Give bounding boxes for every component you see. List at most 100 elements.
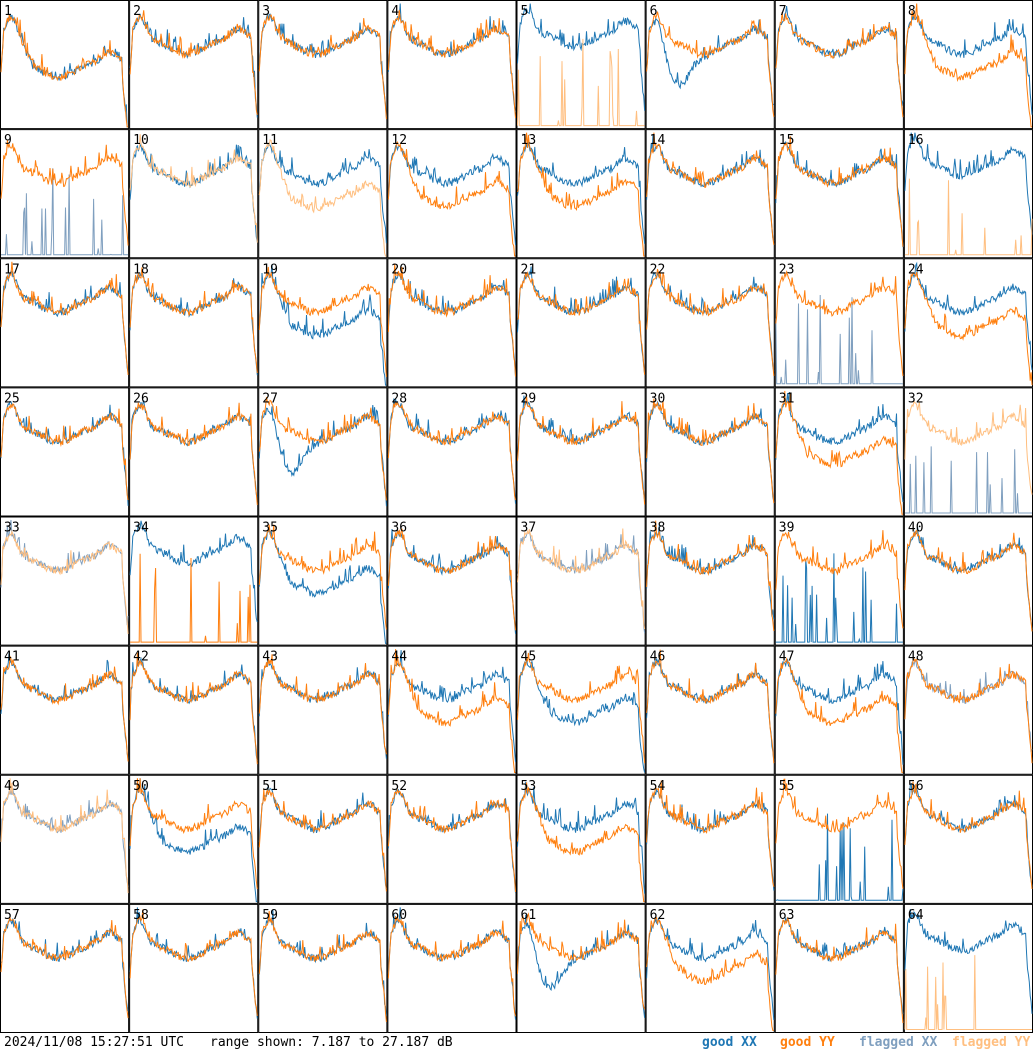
panel-label: 56 — [908, 779, 924, 794]
panel-frame — [516, 516, 646, 646]
series-flagged-xx-9 — [1, 168, 129, 256]
spectrum-panel-18: 18 — [129, 258, 259, 388]
series-good-xx-19 — [258, 264, 387, 386]
series-good-yy-44 — [387, 649, 516, 773]
series-good-xx-64 — [904, 909, 1033, 1014]
panel-frame — [258, 903, 388, 1033]
series-good-yy-24 — [904, 271, 1033, 386]
series-good-yy-41 — [0, 656, 129, 762]
spectrum-panel-5: 5 — [516, 0, 646, 130]
panel-frame — [387, 258, 517, 388]
spectrum-panel-17: 17 — [0, 258, 130, 388]
panel-label: 47 — [779, 650, 795, 665]
series-flagged-xx-23 — [775, 294, 903, 385]
series-good-xx-54 — [646, 788, 775, 891]
panel-frame — [645, 0, 775, 130]
series-good-xx-16 — [904, 132, 1033, 235]
series-good-xx-46 — [646, 658, 775, 761]
spectrum-panel-10: 10 — [129, 129, 259, 259]
spectrum-panel-64: 64 — [903, 903, 1033, 1033]
series-flagged-xx-48 — [904, 658, 1033, 752]
series-good-yy-7 — [775, 12, 904, 118]
spectrum-panel-63: 63 — [774, 903, 904, 1033]
spectrum-panel-56: 56 — [903, 774, 1033, 904]
panel-frame — [129, 774, 259, 904]
series-good-yy-45 — [517, 652, 646, 764]
range-label: range shown: 7.187 to 27.187 dB — [210, 1035, 453, 1050]
series-good-xx-50 — [129, 778, 258, 903]
panel-label: 6 — [650, 4, 658, 19]
series-good-yy-21 — [517, 270, 646, 375]
series-flagged-yy-37 — [517, 528, 646, 630]
spectrum-panel-13: 13 — [516, 129, 646, 259]
series-good-yy-63 — [775, 916, 904, 1024]
spectrum-panel-33: 33 — [0, 516, 130, 646]
panel-label: 2 — [133, 4, 141, 19]
series-good-yy-20 — [387, 264, 516, 377]
panel-frame — [0, 645, 130, 775]
panel-label: 48 — [908, 650, 924, 665]
series-good-yy-29 — [517, 396, 646, 505]
series-good-xx-61 — [517, 914, 646, 1018]
legend-flagged-yy: flagged YY — [952, 1035, 1031, 1050]
panel-label: 23 — [779, 262, 795, 277]
series-good-yy-9 — [0, 140, 129, 246]
panel-frame — [258, 774, 388, 904]
panel-label: 45 — [521, 650, 537, 665]
panel-label: 38 — [650, 521, 666, 536]
panel-frame — [774, 129, 904, 259]
spectrum-panel-26: 26 — [129, 387, 259, 517]
spectrum-panel-61: 61 — [516, 903, 646, 1033]
series-good-yy-26 — [129, 402, 258, 506]
panel-label: 29 — [521, 391, 537, 406]
panel-frame — [387, 516, 517, 646]
series-good-yy-40 — [904, 529, 1033, 632]
spectrum-panel-41: 41 — [0, 645, 130, 775]
spectrum-panel-58: 58 — [129, 903, 259, 1033]
panel-frame — [645, 645, 775, 775]
panel-frame — [516, 645, 646, 775]
series-good-yy-53 — [517, 782, 645, 903]
panel-label: 37 — [521, 521, 537, 536]
spectrum-panel-59: 59 — [258, 903, 388, 1033]
panel-label: 55 — [779, 779, 795, 794]
spectrum-panel-45: 45 — [516, 645, 646, 775]
series-good-yy-12 — [387, 141, 516, 257]
series-good-xx-34 — [129, 520, 258, 623]
spectrum-panel-23: 23 — [774, 258, 904, 388]
panel-label: 13 — [521, 133, 537, 148]
panel-frame — [258, 516, 388, 646]
series-flagged-yy-5 — [517, 38, 645, 127]
spectrum-panel-12: 12 — [387, 129, 517, 259]
panel-frame — [129, 903, 259, 1033]
panel-frame — [903, 774, 1033, 904]
panel-frame — [645, 774, 775, 904]
spectrum-panel-55: 55 — [774, 774, 904, 904]
series-good-xx-5 — [517, 3, 646, 111]
panel-frame — [645, 258, 775, 388]
series-good-yy-19 — [258, 266, 387, 377]
panel-label: 10 — [133, 133, 149, 148]
panel-frame — [129, 258, 259, 388]
spectrum-panel-7: 7 — [774, 0, 904, 130]
panel-frame — [387, 129, 517, 259]
panel-label: 1 — [4, 4, 12, 19]
spectrum-panel-31: 31 — [774, 387, 904, 517]
series-flagged-xx-33 — [0, 519, 129, 626]
panel-label: 8 — [908, 4, 916, 19]
panel-label: 52 — [391, 779, 407, 794]
series-good-yy-6 — [646, 11, 775, 117]
panel-frame — [129, 645, 259, 775]
panel-label: 25 — [4, 391, 20, 406]
panel-label: 64 — [908, 908, 924, 923]
panel-frame — [0, 0, 130, 130]
series-good-yy-8 — [904, 3, 1032, 128]
spectrum-panel-11: 11 — [258, 129, 388, 259]
series-good-xx-31 — [775, 391, 904, 503]
series-good-yy-34 — [130, 553, 258, 643]
series-good-xx-14 — [646, 134, 775, 242]
panel-label: 61 — [521, 908, 537, 923]
panel-label: 26 — [133, 391, 149, 406]
series-good-xx-30 — [646, 400, 775, 502]
panel-label: 44 — [391, 650, 407, 665]
